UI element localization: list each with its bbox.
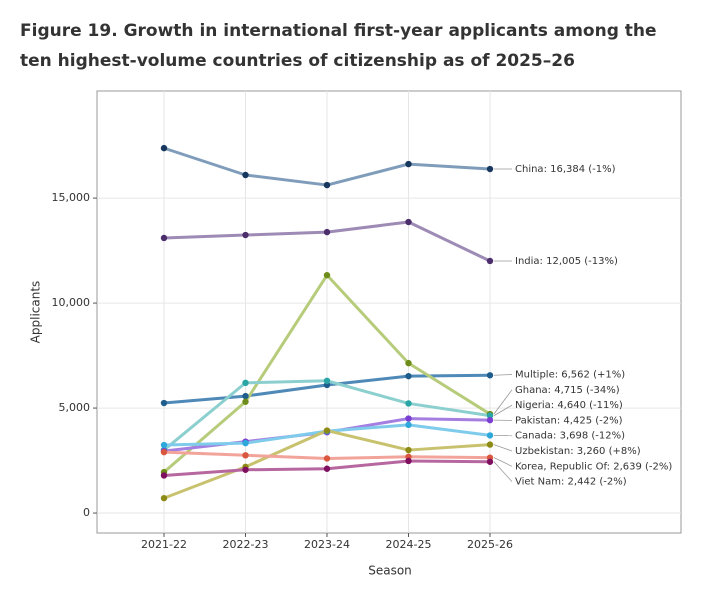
- series-label: Korea, Republic Of: 2,639 (-2%): [515, 461, 672, 472]
- point: [242, 231, 249, 239]
- point: [405, 160, 412, 168]
- point: [160, 399, 168, 407]
- point: [323, 427, 331, 434]
- series-label: Uzbekistan: 3,260 (+8%): [515, 446, 641, 457]
- point: [242, 452, 249, 459]
- point: [405, 421, 412, 429]
- point: [323, 455, 331, 462]
- leader-line: [493, 389, 513, 415]
- point: [405, 218, 412, 226]
- point: [486, 257, 494, 265]
- point: [486, 441, 494, 448]
- point: [405, 415, 412, 422]
- point: [323, 271, 331, 279]
- leader-line: [493, 444, 513, 452]
- point: [160, 144, 168, 152]
- series-label: Nigeria: 4,640 (-11%): [515, 400, 623, 411]
- chart-title: Figure 19. Growth in international first…: [20, 21, 657, 71]
- leader-line: [493, 404, 513, 416]
- point: [486, 165, 494, 173]
- point: [405, 446, 412, 454]
- leader-line: [493, 457, 513, 467]
- point: [323, 465, 331, 472]
- point: [160, 441, 168, 449]
- series-label: China: 16,384 (-1%): [515, 164, 616, 175]
- series-label: Viet Nam: 2,442 (-2%): [515, 477, 627, 488]
- series-label: Multiple: 6,562 (+1%): [515, 370, 625, 381]
- point: [405, 359, 412, 367]
- y-tick-label: 10,000: [52, 296, 91, 309]
- point: [242, 466, 249, 473]
- point: [242, 171, 249, 179]
- x-axis-label: Season: [368, 564, 412, 578]
- point: [242, 439, 249, 447]
- point: [486, 416, 494, 424]
- point: [323, 377, 331, 384]
- point: [160, 494, 168, 502]
- y-axis-label: Applicants: [29, 281, 43, 344]
- y-tick-label: 15,000: [52, 191, 91, 204]
- series-label: India: 12,005 (-13%): [515, 256, 618, 267]
- point: [405, 457, 412, 465]
- series-label: Ghana: 4,715 (-34%): [515, 385, 620, 396]
- x-tick-label: 2023-24: [304, 538, 350, 551]
- point: [160, 472, 168, 479]
- point: [486, 458, 494, 465]
- plot-panel: [96, 90, 682, 534]
- leader-line: [493, 461, 513, 482]
- point: [323, 228, 331, 236]
- point: [486, 432, 494, 439]
- point: [405, 372, 412, 380]
- y-tick-label: 0: [83, 506, 90, 519]
- point: [486, 372, 494, 379]
- series-label: Canada: 3,698 (-12%): [515, 431, 625, 442]
- point: [160, 234, 168, 242]
- point: [160, 448, 168, 456]
- y-tick-label: 5,000: [59, 401, 91, 414]
- x-tick-label: 2021-22: [141, 538, 187, 551]
- point: [242, 379, 249, 387]
- point: [486, 412, 494, 419]
- x-tick-label: 2024-25: [386, 538, 432, 551]
- point: [242, 398, 249, 405]
- x-tick-label: 2022-23: [223, 538, 269, 551]
- point: [323, 181, 331, 189]
- point: [242, 392, 249, 400]
- leader-line: [493, 374, 513, 376]
- series-label: Pakistan: 4,425 (-2%): [515, 415, 623, 426]
- point: [405, 400, 412, 407]
- x-tick-label: 2025-26: [467, 538, 513, 551]
